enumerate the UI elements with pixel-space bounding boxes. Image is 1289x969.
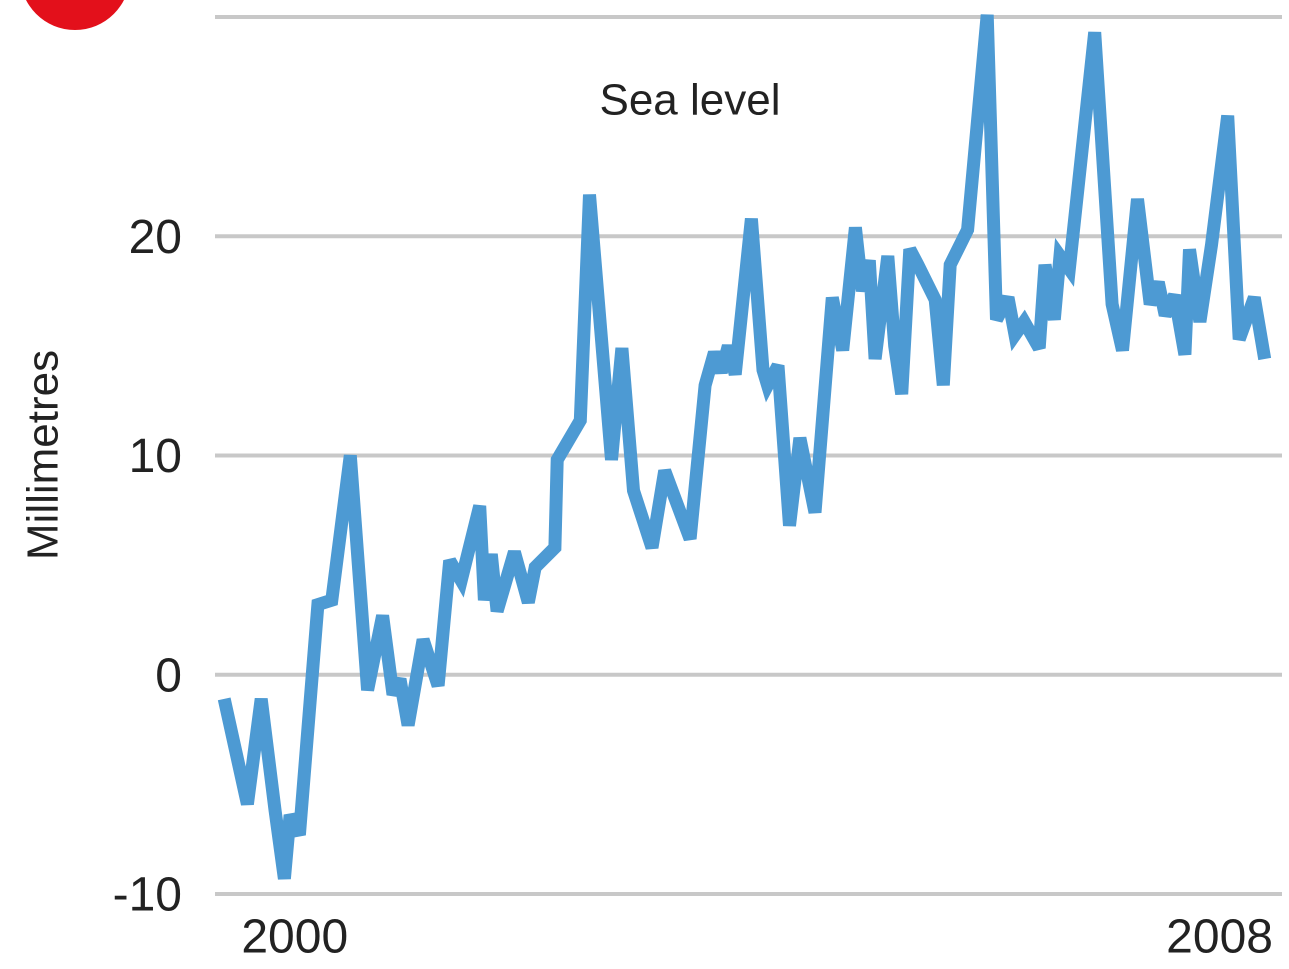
annotation: Sea level xyxy=(599,76,780,125)
y-tick-label: 20 xyxy=(129,211,182,264)
x-tick-label: 2000 xyxy=(241,911,348,964)
y-axis-label: Millimetres xyxy=(19,350,68,560)
y-tick-label: -10 xyxy=(113,869,182,922)
y-tick-label: 0 xyxy=(155,649,182,702)
y-tick-label: 10 xyxy=(129,430,182,483)
x-tick-label: 2008 xyxy=(1166,911,1273,964)
data-line xyxy=(217,14,1272,880)
badge xyxy=(26,0,124,30)
